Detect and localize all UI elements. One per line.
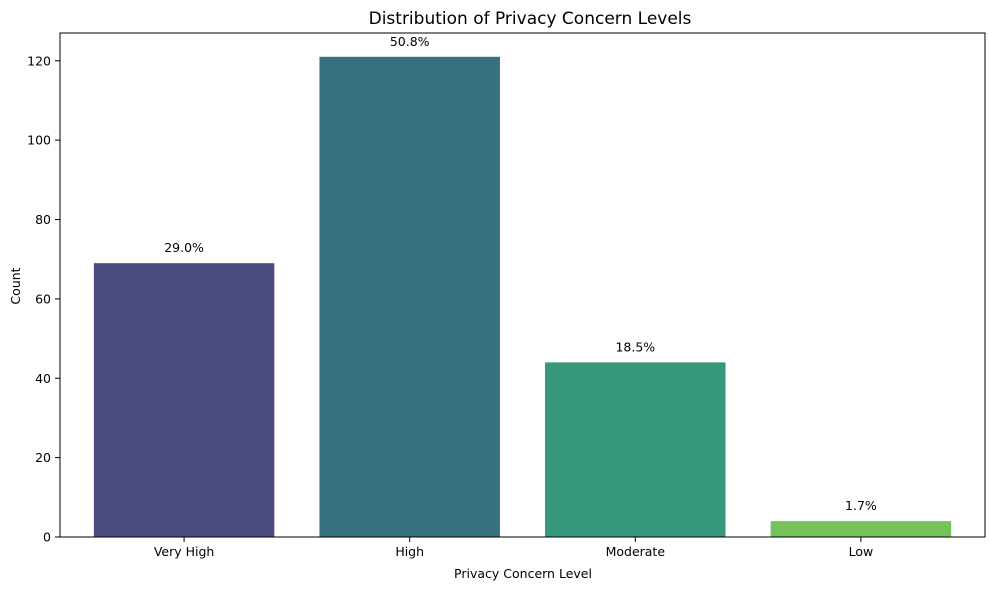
axes-layer: Very High High Moderate Low 0 20 40 60 80 100 120 bbox=[27, 32, 986, 559]
data-labels-layer: 29.0% 50.8% 18.5% 1.7% bbox=[164, 34, 877, 513]
data-label: 29.0% bbox=[164, 240, 204, 255]
data-label: 18.5% bbox=[615, 339, 655, 354]
x-axis-label: Privacy Concern Level bbox=[454, 566, 592, 581]
x-tick-label: Low bbox=[849, 544, 874, 559]
data-label: 1.7% bbox=[845, 498, 877, 513]
y-tick-label: 100 bbox=[27, 133, 51, 148]
y-axis-label: Count bbox=[8, 267, 23, 304]
data-label: 50.8% bbox=[390, 34, 430, 49]
bars-layer bbox=[93, 56, 952, 537]
x-tick-label: Moderate bbox=[606, 544, 666, 559]
y-tick-label: 60 bbox=[35, 291, 51, 306]
bar bbox=[770, 521, 952, 537]
y-tick-label: 80 bbox=[35, 212, 51, 227]
bar bbox=[93, 263, 275, 537]
plot-frame bbox=[59, 32, 986, 538]
x-tick-label: High bbox=[395, 544, 424, 559]
y-tick-label: 20 bbox=[35, 450, 51, 465]
y-tick-label: 0 bbox=[43, 530, 51, 545]
x-tick-label: Very High bbox=[154, 544, 215, 559]
bar bbox=[319, 56, 500, 537]
bar bbox=[545, 362, 726, 537]
y-tick-label: 40 bbox=[35, 371, 51, 386]
chart-title: Distribution of Privacy Concern Levels bbox=[369, 9, 692, 29]
y-tick-label: 120 bbox=[27, 53, 51, 68]
